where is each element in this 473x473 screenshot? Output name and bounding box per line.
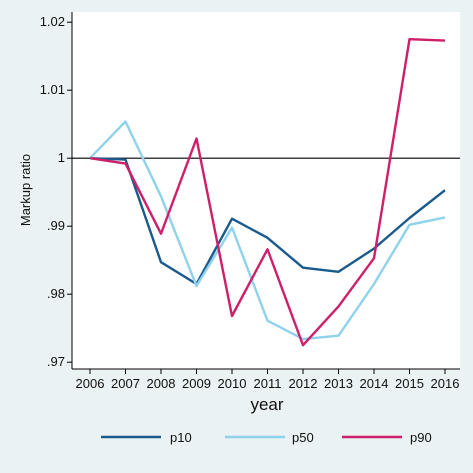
x-tick-label: 2008 (147, 376, 176, 391)
series-line-p90 (89, 38, 446, 347)
legend-label-p90: p90 (410, 430, 432, 445)
x-tick-label: 2014 (360, 376, 389, 391)
y-tick-label: .99 (47, 218, 65, 233)
y-tick-label: .97 (47, 354, 65, 369)
y-axis-title: Markup ratio (18, 154, 33, 226)
y-tick-label: 1.01 (40, 82, 65, 97)
x-tick-label: 2013 (324, 376, 353, 391)
x-tick-label: 2011 (254, 376, 282, 391)
series-line-p10 (89, 157, 446, 286)
series-line-p50 (89, 120, 446, 341)
x-axis-title: year (250, 395, 283, 414)
legend-label-p50: p50 (292, 430, 314, 445)
y-tick-label: 1 (58, 150, 65, 165)
x-tick-label: 2010 (218, 376, 247, 391)
x-tick-label: 2016 (431, 376, 460, 391)
x-tick-label: 2012 (289, 376, 318, 391)
x-tick-label: 2007 (111, 376, 140, 391)
x-tick-label: 2015 (395, 376, 424, 391)
x-tick-label: 2006 (76, 376, 105, 391)
y-tick-label: .98 (47, 286, 65, 301)
y-tick-label: 1.02 (40, 14, 65, 29)
legend-label-p10: p10 (170, 430, 192, 445)
x-tick-label: 2009 (182, 376, 211, 391)
